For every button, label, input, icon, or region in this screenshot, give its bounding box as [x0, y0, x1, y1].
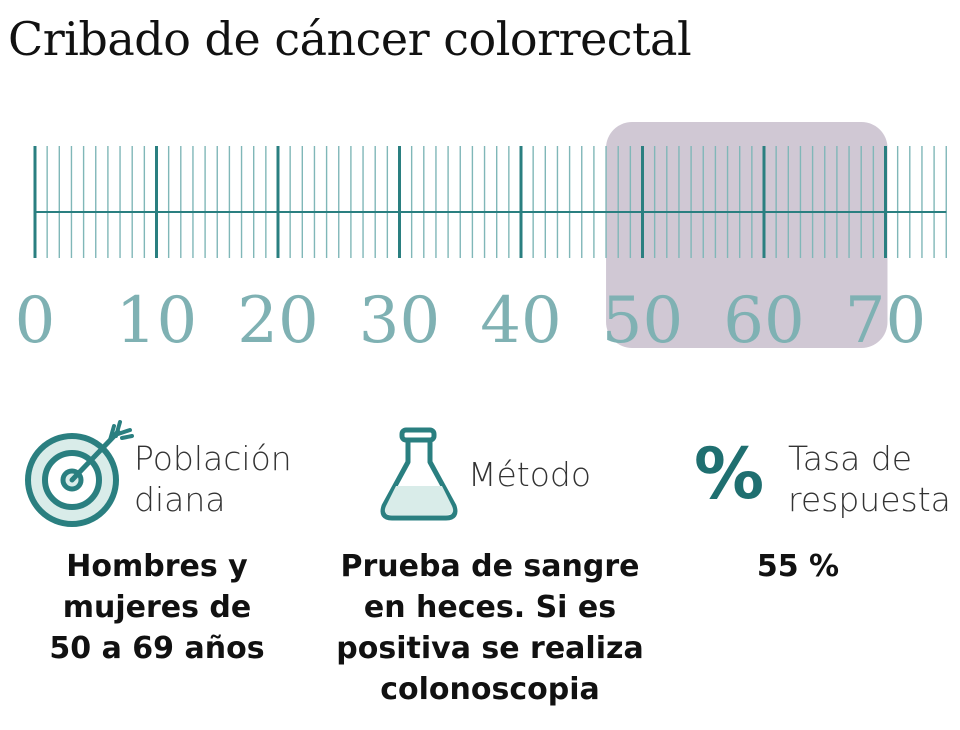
flask-icon	[380, 427, 458, 521]
tick-label: 40	[480, 284, 561, 358]
label-target-population: Población diana	[134, 439, 292, 519]
text-target-population: Hombres y mujeres de 50 a 69 años	[49, 549, 265, 666]
target-icon	[25, 420, 134, 527]
label-method: Método	[468, 455, 592, 494]
text-response-rate: 55 %	[756, 549, 840, 584]
age-ruler: 0 10 20 30 40 50 60 70	[15, 122, 947, 358]
tick-label: 30	[359, 284, 440, 358]
tick-label: 20	[237, 284, 318, 358]
tick-label: 60	[723, 284, 804, 358]
text-method: Prueba de sangre en heces. Si es positiv…	[336, 549, 644, 707]
tick-label: 10	[116, 284, 197, 358]
tick-label: 50	[602, 284, 683, 358]
chart-title: Cribado de cáncer colorrectal	[8, 12, 692, 66]
tick-label: 0	[15, 284, 56, 358]
percent-icon: %	[694, 433, 765, 515]
tick-label: 70	[845, 284, 926, 358]
label-response-rate: Tasa de respuesta	[788, 439, 951, 519]
highlight-band	[606, 122, 888, 348]
